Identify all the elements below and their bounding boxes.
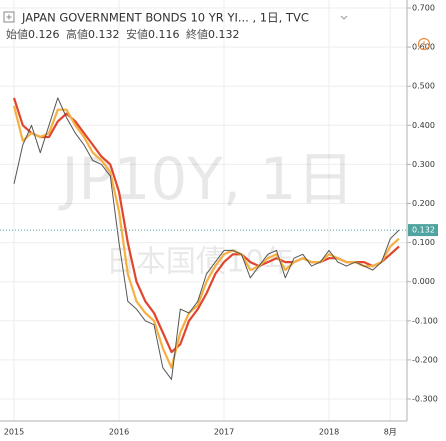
ohlc-value: 0.132	[208, 28, 240, 41]
ohlc-label: 始値	[6, 27, 28, 41]
ohlc-label: 終値	[186, 27, 208, 41]
y-tick-label: 0.300	[412, 160, 435, 169]
ohlc-label: 高値	[66, 27, 88, 41]
ohlc-label: 安値	[126, 27, 148, 41]
ohlc-value: 0.132	[88, 28, 120, 41]
watermark-symbol: JP10Y, 1日	[58, 145, 354, 213]
last-price-label: 0.132	[412, 226, 435, 235]
x-tick-label: 2017	[214, 428, 234, 437]
dropdown-caret[interactable]	[340, 15, 348, 20]
ohlc-value: 0.116	[148, 28, 180, 41]
ohlc-value: 0.126	[28, 28, 60, 41]
x-tick-label: 2015	[4, 428, 24, 437]
x-tick-label: 2016	[109, 428, 129, 437]
y-tick-label: 0.400	[412, 121, 435, 130]
y-tick-label: 0.700	[412, 4, 435, 13]
y-tick-label: 0.600	[412, 43, 435, 52]
y-tick-label: -0.100	[412, 316, 438, 325]
y-tick-label: 0.100	[412, 238, 435, 247]
last-price-box	[408, 224, 438, 237]
moving-average	[12, 105, 400, 369]
collapse-icon-plus	[6, 14, 12, 20]
plot	[0, 97, 407, 380]
y-tick-label: -0.300	[412, 395, 438, 404]
axes: -0.300 -0.200 -0.100 0.000 0.100 0.200 0.300 0.…	[4, 4, 438, 437]
x-tick-label: 8月	[384, 428, 397, 437]
collapse-icon[interactable]	[3, 11, 15, 23]
x-tick-label: 2018	[319, 428, 339, 437]
y-tick-label: 0.000	[412, 277, 435, 286]
clock-icon-hands	[423, 41, 427, 45]
clock-icon[interactable]	[417, 37, 431, 51]
y-tick-label: -0.200	[412, 355, 438, 364]
y-tick-label: 0.500	[412, 82, 435, 91]
series-title: JAPAN GOVERNMENT BONDS 10 YR YI... , 1日,…	[21, 11, 309, 25]
price-line	[13, 97, 400, 380]
ohlc-row: 始値 0.126 高値 0.132 安値 0.116 終値 0.132	[6, 27, 240, 41]
y-tick-label: 0.200	[412, 199, 435, 208]
